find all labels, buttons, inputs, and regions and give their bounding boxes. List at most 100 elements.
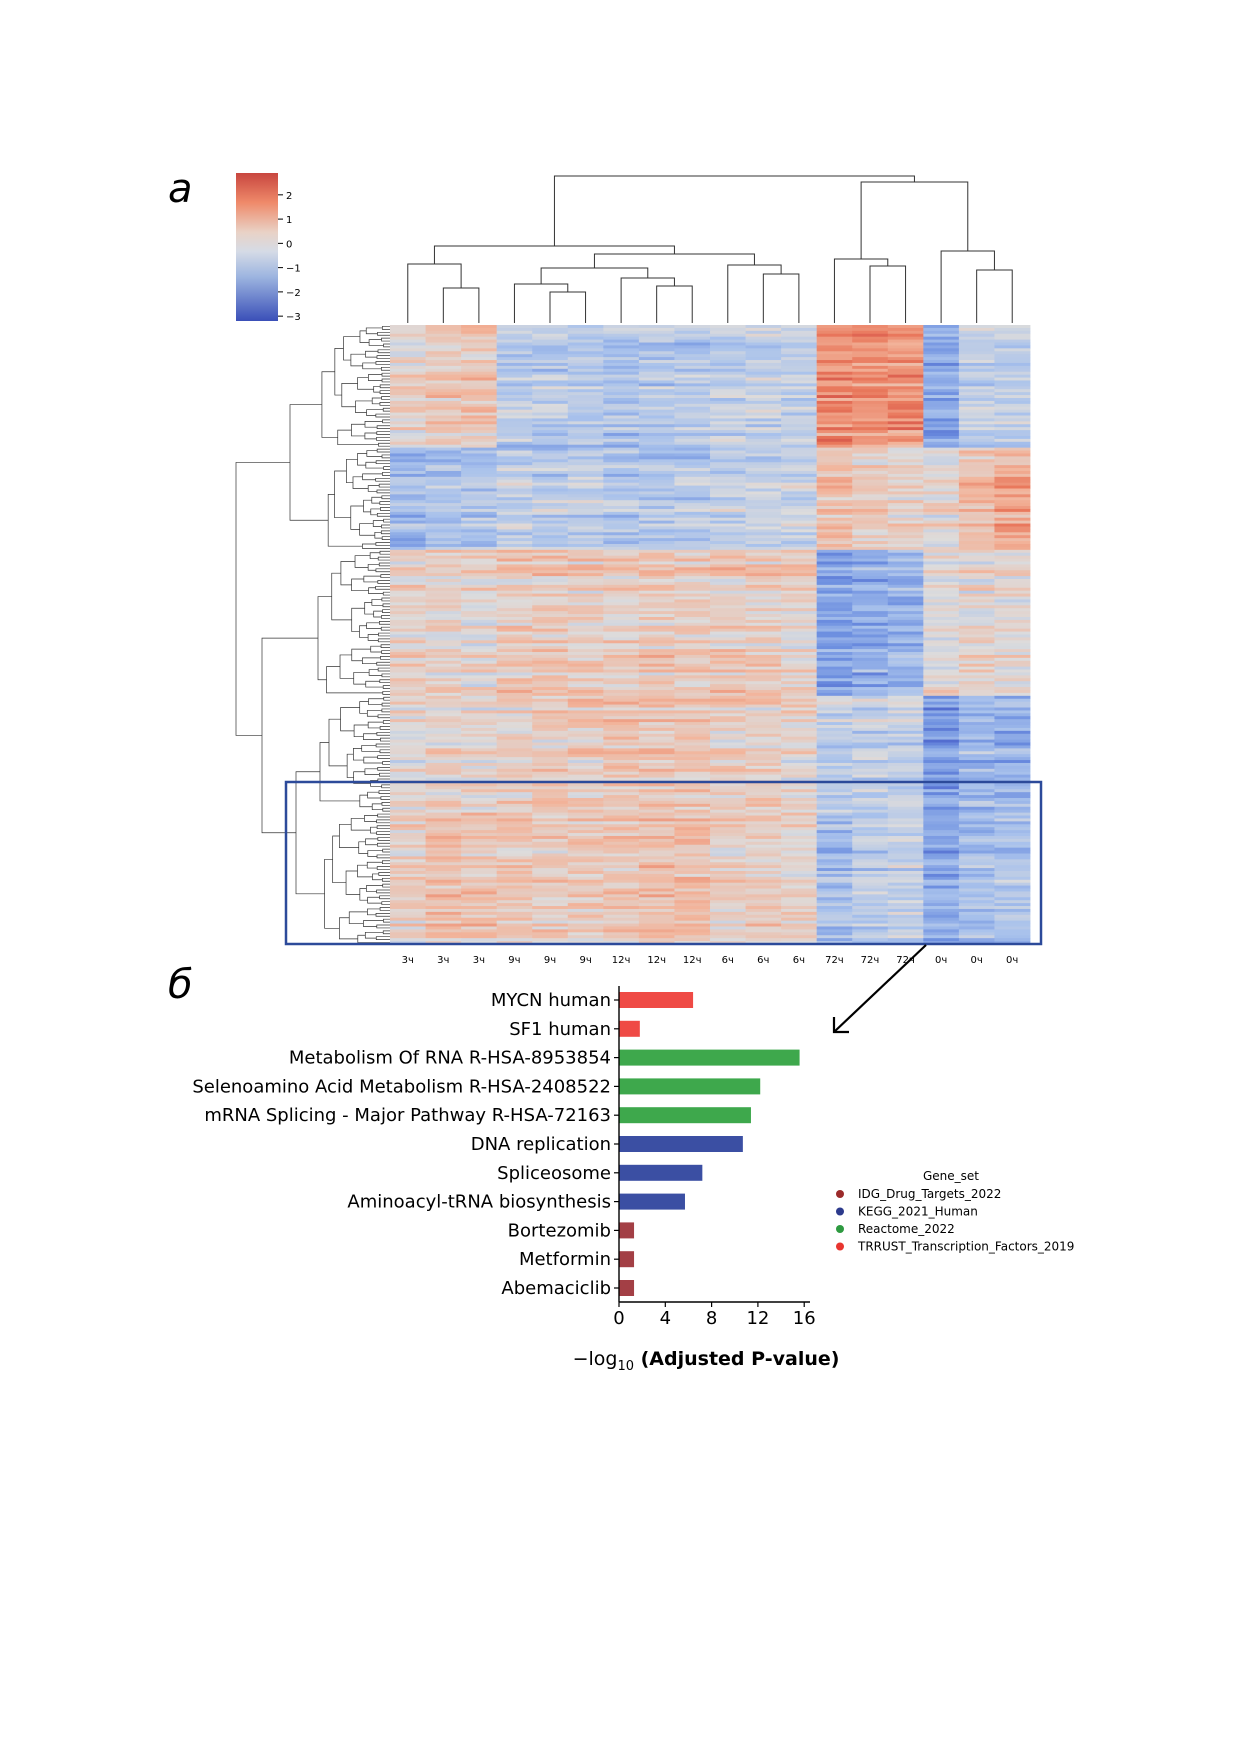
heatmap-cell	[958, 698, 995, 703]
dendrogram-link	[376, 512, 390, 517]
heatmap-cell	[710, 938, 746, 942]
heatmap-cell	[781, 879, 818, 884]
heatmap-cell	[425, 631, 462, 635]
heatmap-cell	[461, 380, 498, 384]
heatmap-cell	[496, 684, 533, 688]
heatmap-cell	[923, 424, 960, 428]
heatmap-cell	[816, 941, 853, 945]
heatmap-cell	[461, 675, 498, 679]
heatmap-cell	[425, 581, 462, 586]
dendrogram-link	[382, 761, 390, 765]
heatmap-cell	[390, 456, 426, 460]
heatmap-cell	[994, 567, 1031, 571]
heatmap-cell	[567, 900, 604, 904]
heatmap-cell	[603, 876, 640, 881]
heatmap-cell	[567, 602, 604, 606]
heatmap-cell	[923, 430, 960, 434]
heatmap-cell	[390, 424, 426, 428]
heatmap-cell	[532, 602, 569, 606]
heatmap-cell	[425, 491, 462, 495]
dendrogram-link	[334, 470, 351, 519]
heatmap-cell	[390, 599, 426, 603]
heatmap-cell	[603, 631, 640, 635]
heatmap-cell	[958, 798, 995, 802]
heatmap-cell	[532, 941, 569, 945]
heatmap-cell	[390, 325, 426, 329]
heatmap-cell	[496, 736, 533, 741]
heatmap-cell	[887, 643, 924, 647]
category-label: Metformin	[519, 1249, 611, 1270]
heatmap-cell	[461, 488, 498, 492]
heatmap-cell	[674, 908, 711, 913]
heatmap-cell	[390, 935, 426, 939]
heatmap-cell	[390, 538, 426, 542]
heatmap-cell	[425, 838, 462, 843]
heatmap-cell	[532, 818, 569, 822]
heatmap-cell	[994, 760, 1031, 764]
heatmap-cell	[461, 704, 498, 708]
heatmap-cell	[852, 873, 889, 878]
heatmap-cell	[710, 698, 746, 703]
heatmap-cell	[852, 360, 889, 364]
heatmap-cell	[567, 841, 604, 846]
heatmap-cell	[567, 882, 604, 886]
heatmap-cell	[461, 368, 498, 373]
heatmap-cell	[603, 885, 640, 889]
heatmap-cell	[532, 570, 569, 574]
heatmap-cell	[923, 485, 960, 489]
heatmap-cell	[567, 453, 604, 457]
heatmap-cell	[852, 692, 889, 697]
heatmap-cell	[710, 678, 746, 682]
heatmap-cell	[496, 538, 533, 542]
heatmap-cell	[425, 646, 462, 650]
heatmap-cell	[958, 646, 995, 650]
heatmap-cell	[532, 403, 569, 408]
heatmap-cell	[674, 555, 711, 559]
heatmap-cell	[887, 687, 924, 691]
heatmap-cell	[887, 777, 924, 781]
heatmap-cell	[781, 757, 818, 761]
heatmap-cell	[781, 742, 818, 746]
heatmap-cell	[887, 873, 924, 878]
heatmap-cell	[923, 938, 960, 942]
heatmap-cell	[816, 882, 853, 886]
heatmap-cell	[496, 868, 533, 872]
heatmap-cell	[425, 418, 462, 422]
heatmap-cell	[923, 482, 960, 486]
dendrogram-link	[367, 721, 384, 729]
heatmap-cell	[994, 456, 1031, 460]
heatmap-cell	[390, 663, 426, 668]
heatmap-cell	[852, 567, 889, 571]
heatmap-cell	[745, 818, 782, 822]
heatmap-cell	[816, 441, 853, 446]
heatmap-cell	[923, 698, 960, 703]
heatmap-cell	[781, 456, 818, 460]
heatmap-cell	[532, 398, 569, 402]
heatmap-cell	[994, 386, 1031, 390]
heatmap-cell	[781, 654, 818, 659]
heatmap-cell	[710, 561, 746, 565]
category-label: Abemaciclib	[501, 1278, 611, 1299]
heatmap-cell	[887, 789, 924, 793]
heatmap-cell	[745, 742, 782, 746]
heatmap-cell	[816, 608, 853, 612]
dendrogram-link	[381, 650, 390, 654]
heatmap-cell	[496, 409, 533, 413]
heatmap-cell	[923, 330, 960, 335]
heatmap-cell	[638, 847, 675, 851]
heatmap-cell	[887, 438, 924, 443]
heatmap-cell	[958, 555, 995, 559]
heatmap-cell	[461, 800, 498, 805]
heatmap-cell	[958, 368, 995, 373]
heatmap-cell	[816, 398, 853, 402]
heatmap-cell	[638, 733, 675, 738]
heatmap-cell	[496, 733, 533, 738]
heatmap-cell	[638, 453, 675, 457]
heatmap-cell	[994, 511, 1031, 516]
heatmap-cell	[923, 596, 960, 600]
heatmap-cell	[958, 824, 995, 828]
heatmap-cell	[461, 535, 498, 539]
heatmap-cell	[923, 570, 960, 574]
heatmap-cell	[461, 654, 498, 659]
dendrogram-link	[345, 870, 360, 895]
